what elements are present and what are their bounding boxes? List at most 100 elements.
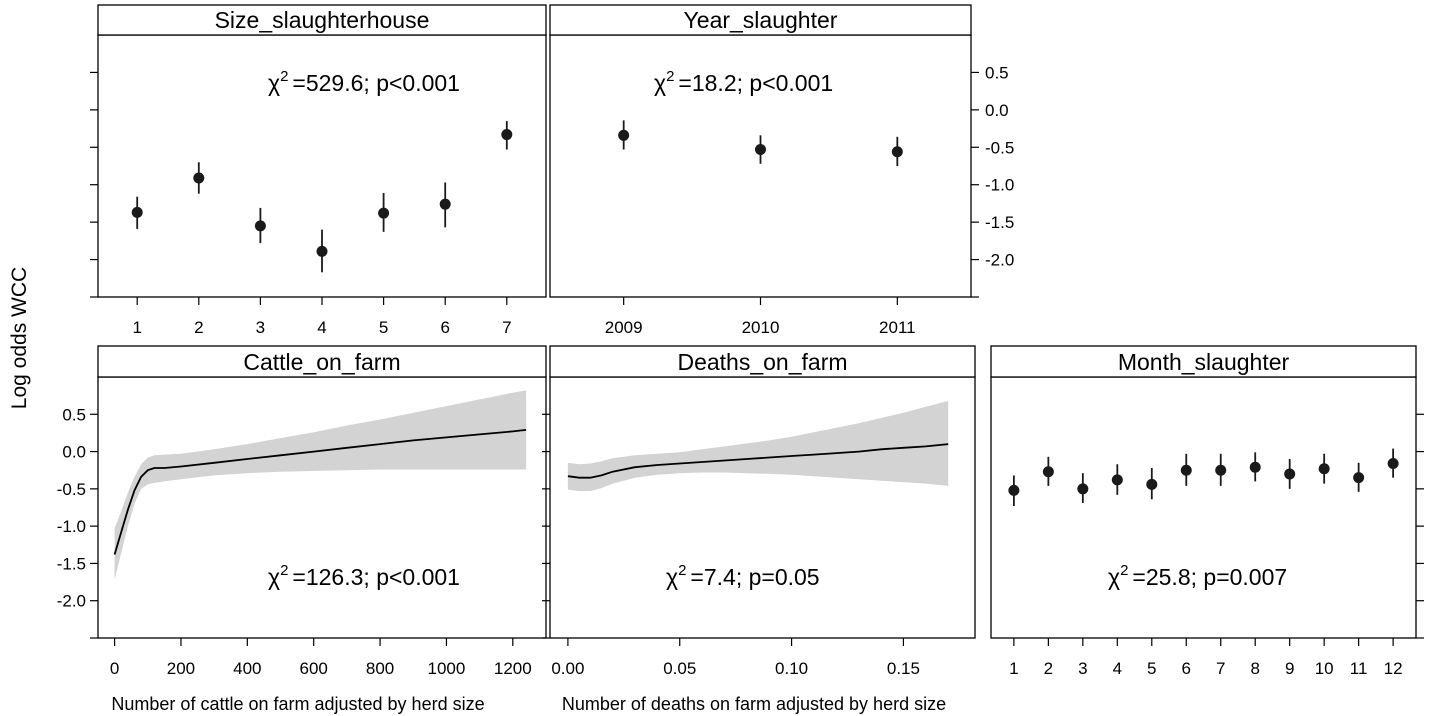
x-tick-label: 5 [1147,659,1156,678]
panel-strip [97,4,547,36]
chi-superscript: 2 [678,562,686,579]
x-tick-label: 1 [1009,659,1018,678]
panel-strip [549,4,972,36]
chi-square-annotation: χ2 =126.3; p<0.001 [268,562,460,590]
data-point [316,245,328,257]
data-point [1077,483,1089,495]
x-axis-label-cattle: Number of cattle on farm adjusted by her… [111,694,484,714]
x-tick-label: 1200 [494,659,532,678]
annotation-text: =25.8; p=0.007 [1132,564,1287,590]
panel-title: Month_slaughter [1118,349,1290,375]
panel-title: Deaths_on_farm [677,349,847,375]
x-tick-label: 6 [1182,659,1191,678]
chi-symbol: χ [268,564,280,590]
chi-symbol: χ [654,70,666,96]
x-tick-label: 2009 [605,318,643,337]
x-tick-label: 3 [1078,659,1087,678]
x-tick-label: 10 [1315,659,1334,678]
data-point [1249,461,1261,473]
y-tick-label: -1.5 [57,554,86,573]
x-tick-label: 3 [256,318,265,337]
panel-year-slaughter: Year_slaughter 0.5 0.0 -0.5 -1.0 -1.5 -2.0 2009… [549,4,1014,337]
x-tick-label: 800 [366,659,394,678]
chi-superscript: 2 [666,68,674,85]
x-tick-label: 400 [233,659,261,678]
data-point [1284,468,1296,480]
data-point [618,129,630,141]
chi-square-annotation: χ2 =18.2; p<0.001 [654,68,833,96]
panel-title: Cattle_on_farm [243,349,400,375]
x-tick-label: 9 [1285,659,1294,678]
chi-superscript: 2 [1120,562,1128,579]
data-point [254,220,266,232]
data-point [1353,472,1365,484]
x-tick-label: 4 [1113,659,1122,678]
annotation-text: =18.2; p<0.001 [678,70,833,96]
x-tick-label: 1 [132,318,141,337]
x-tick-label: 1000 [428,659,466,678]
data-point [755,144,766,156]
annotation-text: =7.4; p=0.05 [690,564,819,590]
x-tick-label: 0 [110,659,119,678]
panel-strip [97,345,547,378]
chi-superscript: 2 [280,68,288,85]
fit-line [113,429,527,555]
panel-frame [990,376,1417,639]
y-tick-label: 0.0 [62,443,86,462]
data-point [1215,464,1227,476]
y-tick-label: -1.0 [985,176,1014,195]
chi-symbol: χ [666,564,678,590]
data-point [1008,484,1020,496]
x-tick-label: 0.00 [551,659,584,678]
data-point [1318,463,1330,475]
panel-deaths-on-farm: Deaths_on_farm 0.00 0.05 0.10 0.15 χ2 =7.4; p=… [542,345,976,678]
y-tick-label: -2.0 [57,592,86,611]
data-point [1387,458,1399,470]
panel-strip [549,345,976,378]
data-point [1180,464,1192,476]
y-tick-label: 0.0 [985,101,1009,120]
x-tick-label: 0.10 [775,659,808,678]
x-tick-label: 0.15 [887,659,920,678]
y-tick-label: -1.5 [985,213,1014,232]
fit-line [567,443,949,479]
confidence-band [567,400,949,492]
x-tick-label: 11 [1350,659,1368,678]
chi-square-annotation: χ2 =529.6; p<0.001 [268,68,460,96]
chi-symbol: χ [268,70,280,96]
x-tick-label: 5 [379,318,388,337]
data-point [1146,478,1158,490]
x-tick-label: 2 [1044,659,1053,678]
data-point [501,129,513,141]
y-tick-label: -0.5 [57,480,86,499]
data-point [1042,466,1054,478]
data-point [891,146,903,158]
x-tick-label: 6 [440,318,449,337]
y-tick-label: -1.0 [57,517,86,536]
x-tick-label: 7 [502,318,511,337]
x-tick-label: 8 [1250,659,1259,678]
x-tick-label: 600 [300,659,328,678]
y-axis-label: Log odds WCC [8,267,31,409]
panel-strip [990,345,1417,378]
panel-cattle-on-farm: Cattle_on_farm 0.5 0.0 -0.5 -1.0 -1.5 -2.0 0 200… [57,345,547,678]
x-tick-label: 12 [1384,659,1403,678]
x-axis-label-deaths: Number of deaths on farm adjusted by her… [562,694,946,714]
data-point [1111,474,1123,486]
x-tick-label: 200 [167,659,195,678]
x-tick-label: 0.05 [663,659,696,678]
y-tick-label: 0.5 [62,405,86,424]
annotation-text: =126.3; p<0.001 [292,564,460,590]
data-point [378,207,390,219]
panel-title: Year_slaughter [684,7,838,33]
data-point [193,172,205,184]
panel-title: Size_slaughterhouse [215,7,430,33]
x-tick-label: 2 [194,318,203,337]
x-tick-label: 2010 [742,318,780,337]
x-tick-label: 2011 [879,318,916,337]
y-tick-label: -0.5 [985,138,1014,157]
annotation-text: =529.6; p<0.001 [292,70,460,96]
